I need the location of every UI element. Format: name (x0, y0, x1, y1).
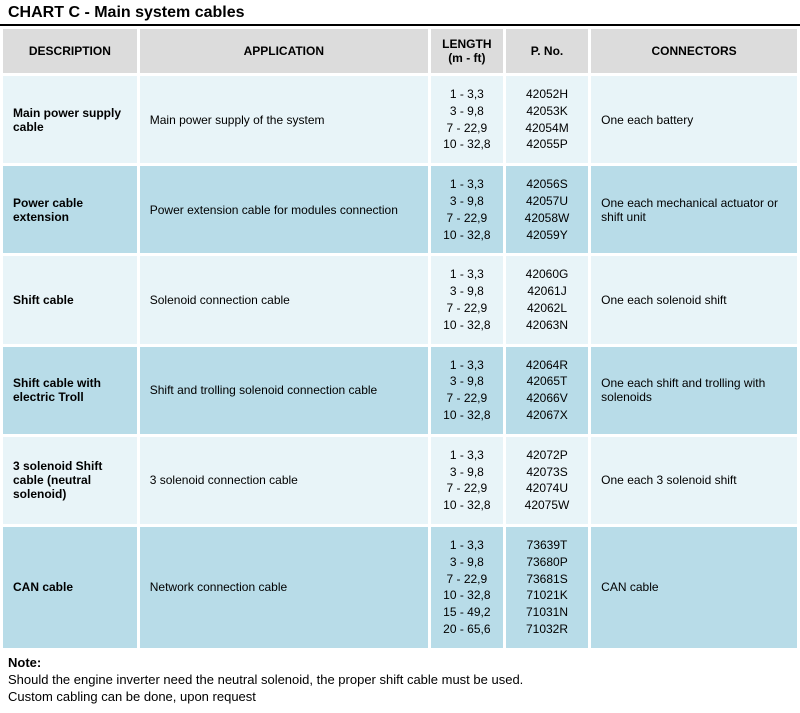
cell-description: 3 solenoid Shift cable (neutral solenoid… (3, 437, 137, 524)
chart-title: CHART C - Main system cables (0, 0, 800, 26)
table-row: Main power supply cableMain power supply… (3, 76, 797, 163)
cell-length: 1 - 3,33 - 9,87 - 22,910 - 32,8 (431, 256, 503, 343)
cell-application: 3 solenoid connection cable (140, 437, 428, 524)
cell-pno: 42072P42073S42074U42075W (506, 437, 588, 524)
header-row: DESCRIPTION APPLICATION LENGTH (m - ft) … (3, 29, 797, 73)
cell-connectors: One each mechanical actuator or shift un… (591, 166, 797, 253)
cell-pno: 42056S42057U42058W42059Y (506, 166, 588, 253)
cell-pno: 42064R42065T42066V42067X (506, 347, 588, 434)
col-application: APPLICATION (140, 29, 428, 73)
table-row: Shift cable with electric TrollShift and… (3, 347, 797, 434)
note-line-1: Should the engine inverter need the neut… (8, 672, 523, 687)
table-row: CAN cableNetwork connection cable1 - 3,3… (3, 527, 797, 648)
note-block: Note: Should the engine inverter need th… (0, 651, 800, 713)
cell-connectors: One each battery (591, 76, 797, 163)
cell-application: Shift and trolling solenoid connection c… (140, 347, 428, 434)
cell-length: 1 - 3,33 - 9,87 - 22,910 - 32,8 (431, 347, 503, 434)
cell-pno: 42052H42053K42054M42055P (506, 76, 588, 163)
cell-application: Power extension cable for modules connec… (140, 166, 428, 253)
cell-application: Main power supply of the system (140, 76, 428, 163)
cell-pno: 42060G42061J42062L42063N (506, 256, 588, 343)
cell-application: Solenoid connection cable (140, 256, 428, 343)
cell-pno: 73639T73680P73681S71021K71031N71032R (506, 527, 588, 648)
col-description: DESCRIPTION (3, 29, 137, 73)
note-label: Note: (8, 655, 41, 670)
cell-length: 1 - 3,33 - 9,87 - 22,910 - 32,815 - 49,2… (431, 527, 503, 648)
cell-description: Power cable extension (3, 166, 137, 253)
col-length: LENGTH (m - ft) (431, 29, 503, 73)
cell-description: CAN cable (3, 527, 137, 648)
cell-connectors: One each solenoid shift (591, 256, 797, 343)
cell-length: 1 - 3,33 - 9,87 - 22,910 - 32,8 (431, 76, 503, 163)
cell-connectors: One each 3 solenoid shift (591, 437, 797, 524)
cell-description: Shift cable with electric Troll (3, 347, 137, 434)
col-pno: P. No. (506, 29, 588, 73)
note-line-2: Custom cabling can be done, upon request (8, 689, 256, 704)
cell-description: Main power supply cable (3, 76, 137, 163)
cell-length: 1 - 3,33 - 9,87 - 22,910 - 32,8 (431, 166, 503, 253)
table-body: Main power supply cableMain power supply… (3, 76, 797, 648)
col-connectors: CONNECTORS (591, 29, 797, 73)
table-row: Power cable extensionPower extension cab… (3, 166, 797, 253)
cell-connectors: CAN cable (591, 527, 797, 648)
cell-connectors: One each shift and trolling with solenoi… (591, 347, 797, 434)
cables-table: DESCRIPTION APPLICATION LENGTH (m - ft) … (0, 26, 800, 651)
cell-description: Shift cable (3, 256, 137, 343)
table-row: Shift cableSolenoid connection cable1 - … (3, 256, 797, 343)
cell-length: 1 - 3,33 - 9,87 - 22,910 - 32,8 (431, 437, 503, 524)
table-row: 3 solenoid Shift cable (neutral solenoid… (3, 437, 797, 524)
cell-application: Network connection cable (140, 527, 428, 648)
